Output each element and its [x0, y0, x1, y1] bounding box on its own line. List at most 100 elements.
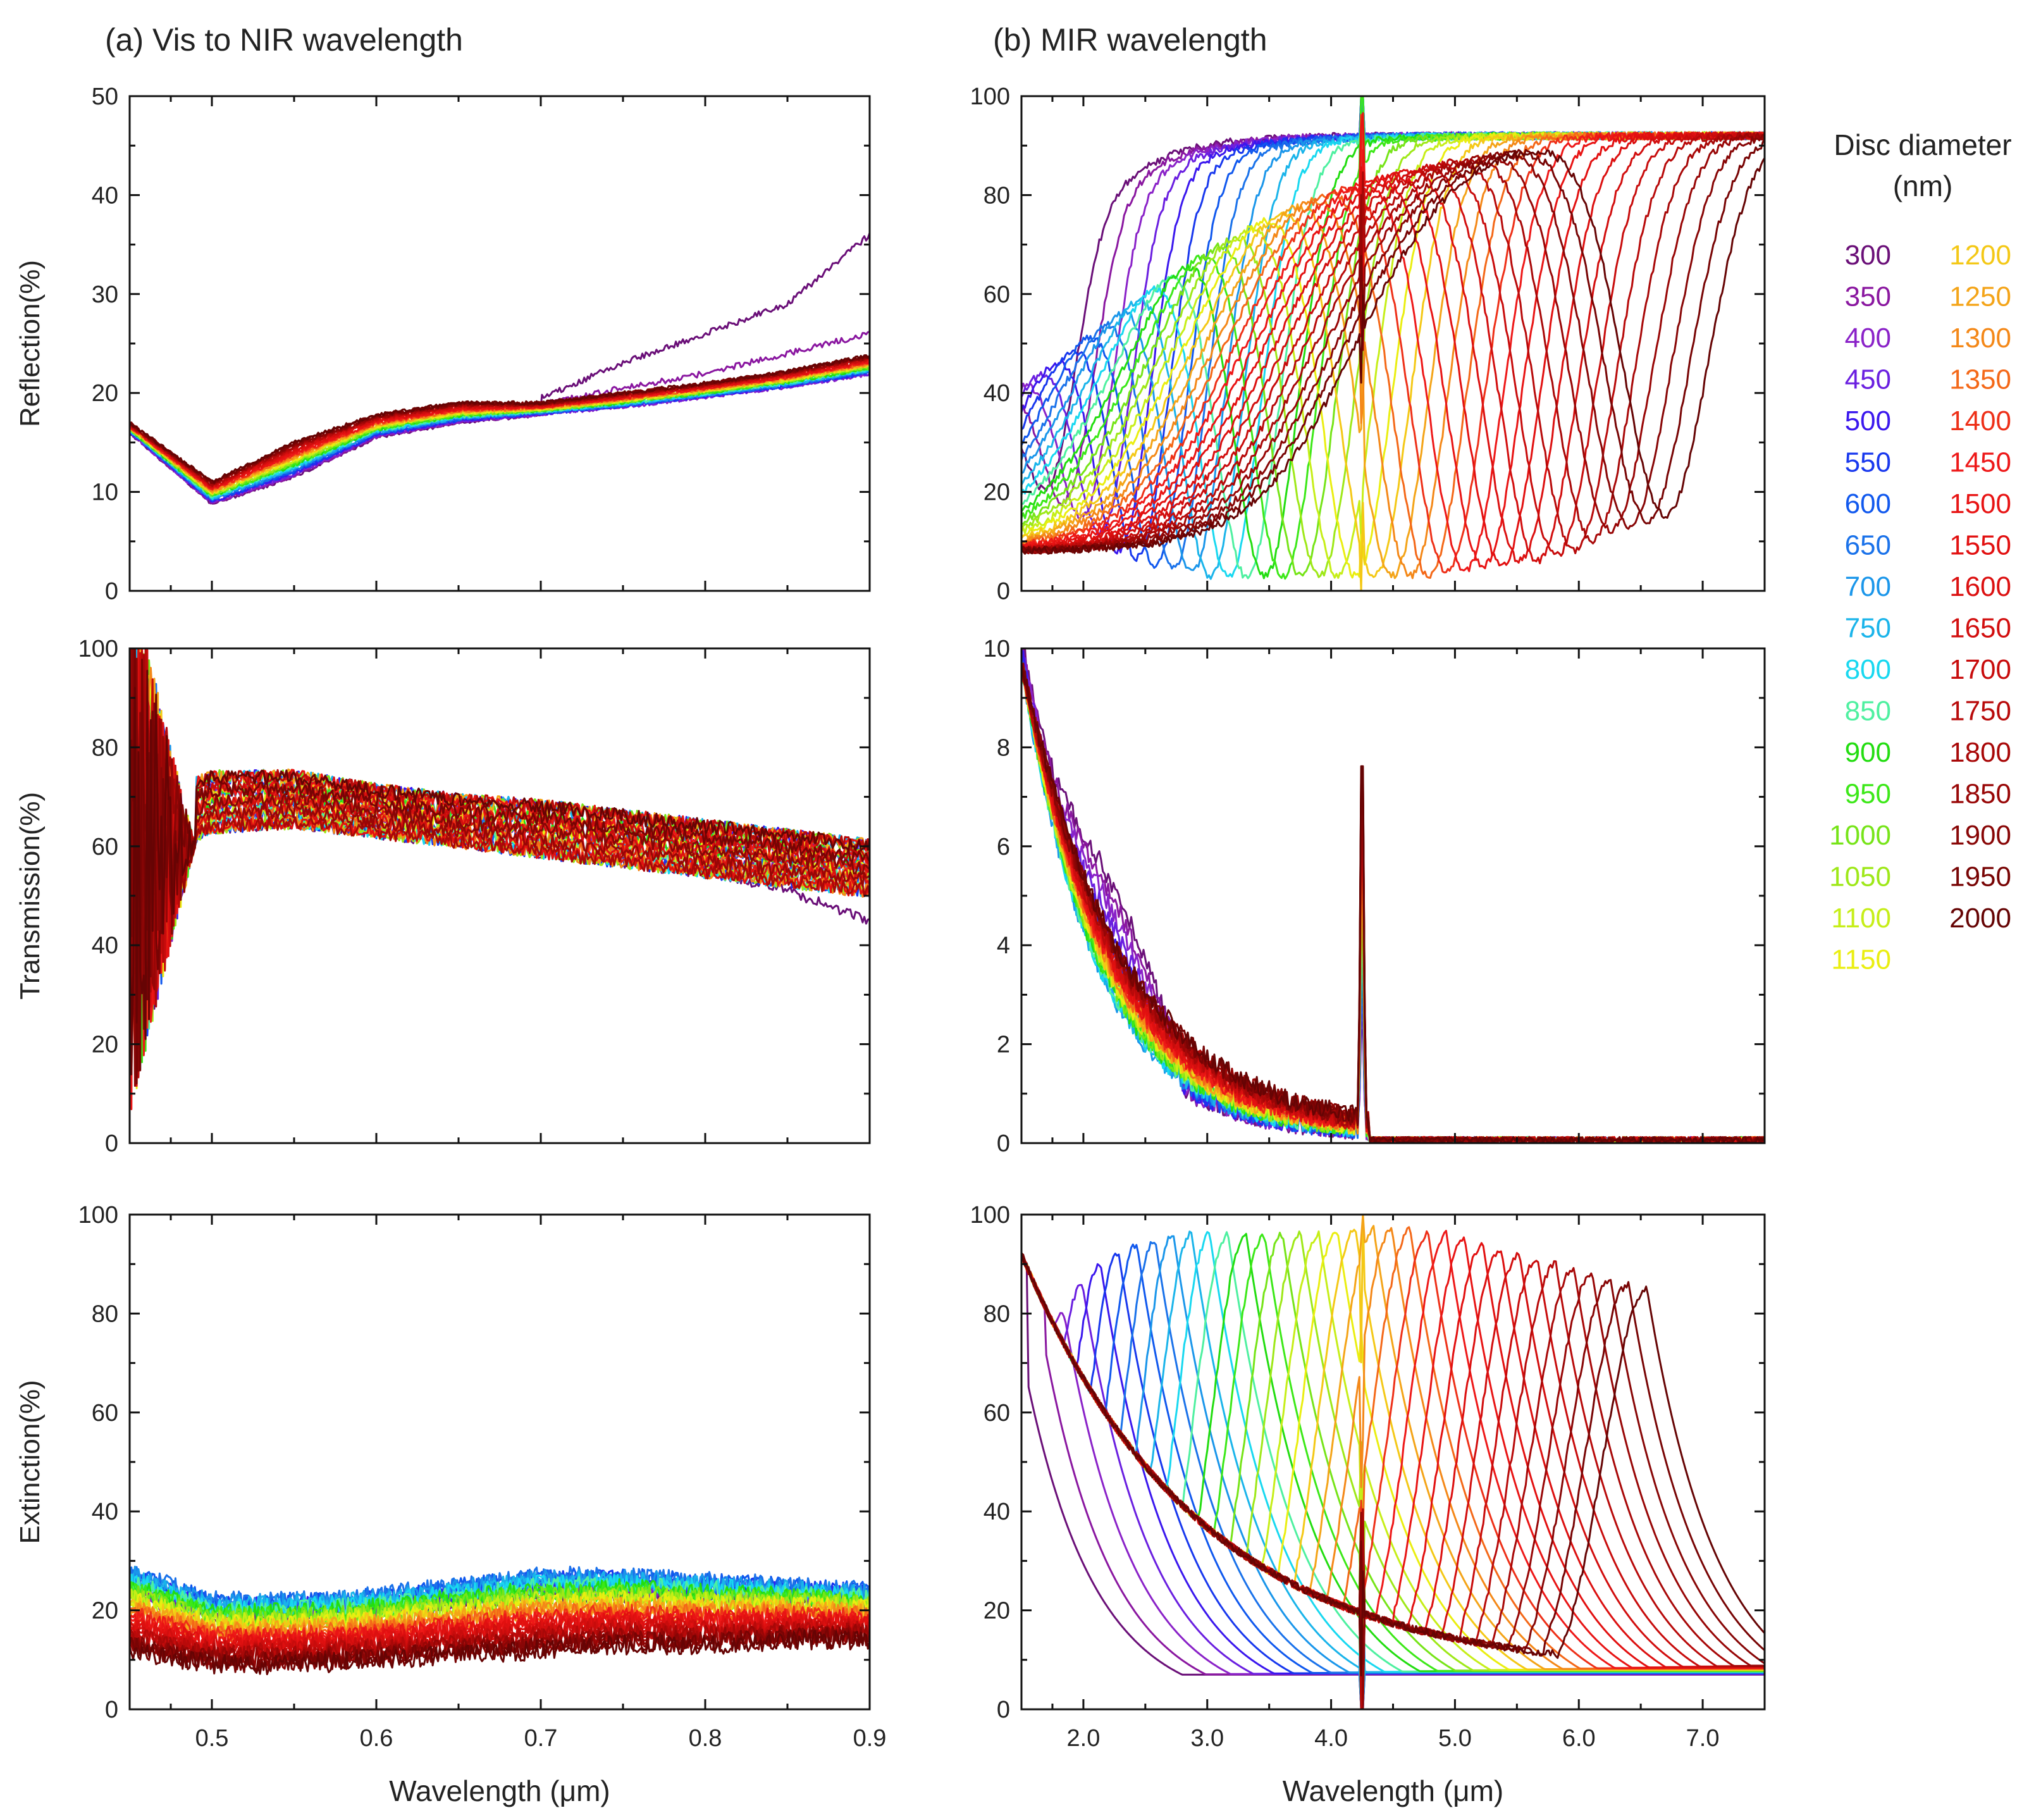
legend-item-450: 450 — [1845, 364, 1891, 395]
vis-extinction-series-1600 — [130, 1614, 870, 1656]
mir-reflection-ytick-label: 100 — [970, 84, 1010, 110]
mir-extinction-series-2000 — [1021, 1253, 1765, 1676]
mir-transmission-series-2000 — [1021, 663, 1765, 1143]
mir-transmission-series-950 — [1021, 669, 1765, 1143]
legend-item-1700: 1700 — [1949, 654, 2011, 685]
panel-vis-transmission: 0 20 40 60 80 100 Transmission(%) — [15, 636, 871, 1157]
mir-extinction-series-1950 — [1021, 1252, 1765, 1657]
mir-extinction-ytick-label: 60 — [984, 1400, 1010, 1427]
mir-transmission-series-1250 — [1021, 672, 1765, 1143]
panel-mir-reflection: 0 20 40 60 80 100 — [970, 84, 1766, 605]
vis-extinction-series-1150 — [130, 1591, 870, 1636]
legend: Disc diameter (nm) 300 350 400 450 500 550 600… — [1829, 128, 2011, 975]
mir-reflection-series-group — [1021, 96, 1765, 591]
mir-reflection-series-1650 — [1021, 131, 1765, 564]
vis-reflection-series-group — [130, 232, 870, 505]
vis-transmission-ytick-label: 60 — [92, 834, 118, 860]
mir-transmission-ytick-label: 6 — [997, 834, 1010, 860]
mir-reflection-series-300 — [1021, 131, 1765, 492]
mir-transmission-series-800 — [1021, 667, 1765, 1143]
mir-extinction-xtick-label: 7.0 — [1686, 1725, 1720, 1752]
legend-item-400: 400 — [1845, 323, 1891, 354]
mir-transmission-series-500 — [1021, 650, 1765, 1143]
mir-reflection-ytick-label: 20 — [984, 480, 1010, 506]
mir-extinction-xtick-label: 4.0 — [1314, 1725, 1348, 1752]
vis-extinction-ytick-label: 0 — [105, 1697, 118, 1723]
mir-transmission-series-1100 — [1021, 671, 1765, 1143]
legend-item-900: 900 — [1845, 737, 1891, 768]
legend-item-700: 700 — [1845, 571, 1891, 602]
vis-reflection-series-300 — [130, 232, 870, 505]
vis-reflection-ytick-label: 20 — [92, 380, 118, 407]
mir-transmission-ytick-label: 8 — [997, 734, 1010, 761]
mir-transmission-series-1950 — [1021, 664, 1765, 1143]
legend-item-500: 500 — [1845, 405, 1891, 436]
mir-extinction-series-group — [1021, 1215, 1765, 1709]
legend-item-1250: 1250 — [1949, 282, 2011, 313]
vis-extinction-ytick-label: 80 — [92, 1301, 118, 1327]
mir-transmission-series-650 — [1021, 662, 1765, 1143]
mir-transmission-ytick-label: 4 — [997, 932, 1010, 959]
mir-transmission-series-1450 — [1021, 669, 1765, 1143]
legend-item-1950: 1950 — [1949, 862, 2011, 893]
mir-reflection-series-1800 — [1021, 132, 1765, 555]
mir-extinction-xtick-label: 5.0 — [1438, 1725, 1472, 1752]
legend-item-1500: 1500 — [1949, 488, 2011, 519]
mir-transmission-series-1500 — [1021, 665, 1765, 1143]
mir-reflection-series-1850 — [1021, 132, 1765, 555]
mir-extinction-series-400 — [1021, 1254, 1765, 1675]
vis-reflection-ytick-label: 10 — [92, 480, 118, 506]
panel-vis-extinction: 0 20 40 60 80 100 0.5 0.6 0.7 0.8 0.9 Extinction(%)… — [15, 1202, 886, 1807]
vis-extinction-xtick-label: 0.7 — [524, 1725, 558, 1752]
vis-extinction-series-1900 — [130, 1626, 870, 1671]
legend-item-1400: 1400 — [1949, 405, 2011, 436]
mir-transmission-series-600 — [1021, 660, 1765, 1143]
legend-item-1450: 1450 — [1949, 447, 2011, 478]
panel-mir-extinction: 0 20 40 60 80 100 2.0 3.0 4.0 5.0 6.0 7.0 Wavelength… — [970, 1202, 1766, 1807]
left-column-title: (a) Vis to NIR wavelength — [105, 22, 463, 58]
mir-reflection-series-950 — [1021, 96, 1765, 580]
vis-reflection-ytick-label: 40 — [92, 182, 118, 209]
panel-mir-transmission: 0 2 4 6 8 10 — [984, 636, 1766, 1157]
vis-reflection-ytick-label: 30 — [92, 282, 118, 308]
vis-reflection-series-550 — [130, 370, 870, 501]
mir-transmission-series-300 — [1021, 648, 1765, 1143]
mir-extinction-series-800 — [1021, 1231, 1765, 1702]
mir-extinction-series-350 — [1021, 1255, 1765, 1676]
right-column-title: (b) MIR wavelength — [993, 22, 1267, 58]
vis-extinction-xtick-label: 0.8 — [689, 1725, 722, 1752]
vis-transmission-ytick-label: 20 — [92, 1032, 118, 1058]
mir-transmission-series-700 — [1021, 667, 1765, 1143]
mir-transmission-series-1800 — [1021, 665, 1765, 1143]
vis-extinction-ylabel: Extinction(%) — [15, 1380, 46, 1544]
mir-transmission-series-400 — [1021, 648, 1765, 1143]
vis-transmission-series-2000 — [130, 669, 870, 1075]
mir-reflection-series-1950 — [1021, 140, 1765, 555]
vis-reflection-ylabel: Reflection(%) — [15, 260, 46, 427]
mir-extinction-xtick-label: 2.0 — [1067, 1725, 1101, 1752]
mir-transmission-series-1650 — [1021, 667, 1765, 1143]
mir-extinction-ytick-label: 0 — [997, 1697, 1010, 1723]
legend-item-1000: 1000 — [1829, 820, 1891, 851]
mir-extinction-series-1800 — [1021, 1253, 1765, 1667]
mir-transmission-series-1600 — [1021, 667, 1765, 1143]
mir-transmission-ytick-label: 0 — [997, 1130, 1010, 1157]
vis-extinction-xtick-label: 0.6 — [360, 1725, 393, 1752]
vis-reflection-ytick-label: 50 — [92, 84, 118, 110]
vis-extinction-series-1250 — [130, 1596, 870, 1640]
mir-transmission-series-1900 — [1021, 662, 1765, 1143]
legend-unit: (nm) — [1893, 170, 1953, 202]
mir-transmission-series-1750 — [1021, 665, 1765, 1143]
vis-transmission-series-1800 — [130, 653, 870, 1008]
mir-reflection-ytick-label: 0 — [997, 578, 1010, 605]
mir-extinction-xlabel: Wavelength (μm) — [1283, 1774, 1503, 1807]
mir-reflection-series-1700 — [1021, 131, 1765, 557]
mir-transmission-ytick-label: 10 — [984, 636, 1010, 662]
mir-reflection-ytick-label: 80 — [984, 182, 1010, 209]
mir-transmission-series-850 — [1021, 669, 1765, 1143]
vis-extinction-ytick-label: 20 — [92, 1598, 118, 1625]
vis-transmission-ytick-label: 40 — [92, 932, 118, 959]
vis-transmission-ylabel: Transmission(%) — [15, 792, 46, 1000]
legend-item-1350: 1350 — [1949, 364, 2011, 395]
